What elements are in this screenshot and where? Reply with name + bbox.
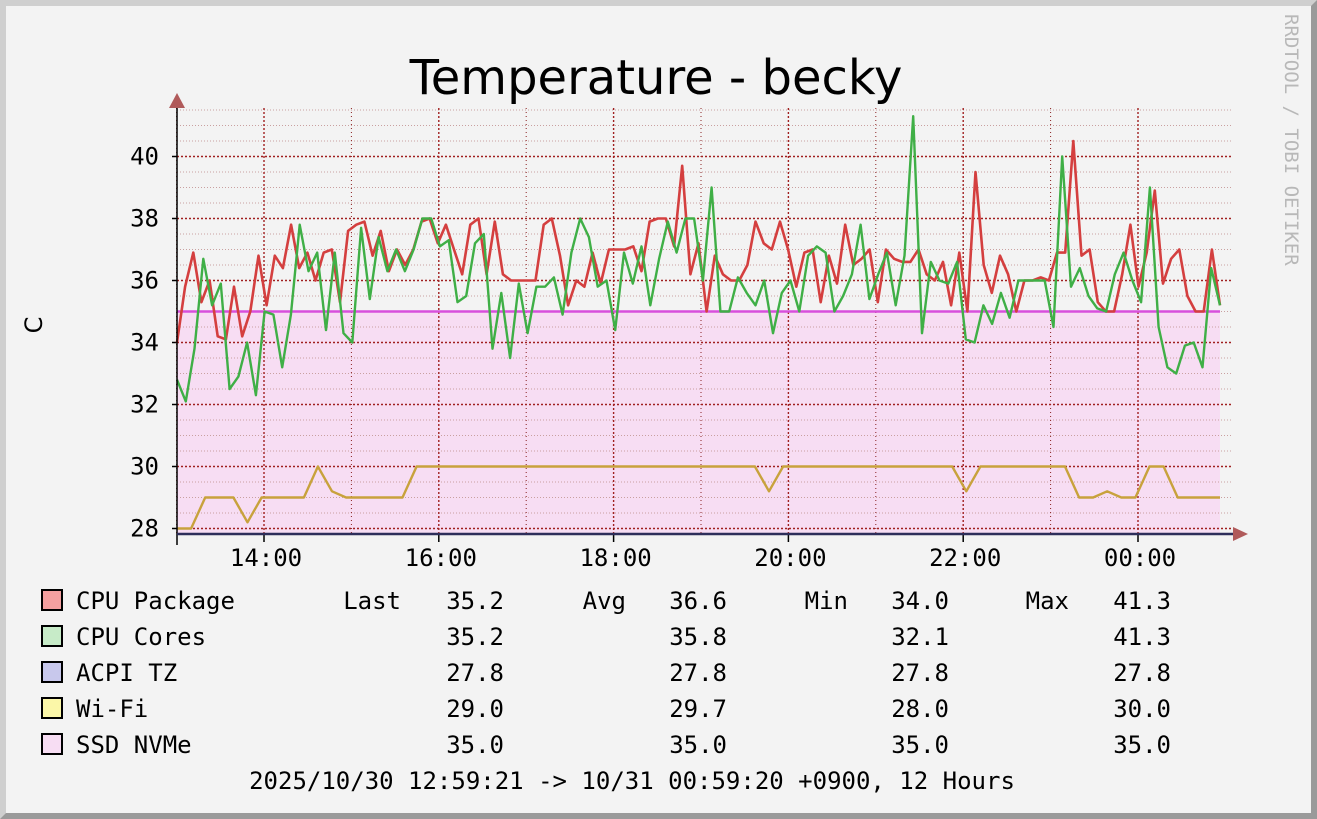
x-tick-label: 18:00 [579, 544, 651, 572]
y-tick-label: 28 [130, 515, 159, 543]
y-axis-label: C [20, 317, 48, 334]
x-tick-label: 00:00 [1104, 544, 1176, 572]
ssd-nvme-area [177, 311, 1220, 534]
acpi-tz-last: 27.8 [446, 659, 504, 687]
wi-fi-avg: 29.7 [669, 695, 727, 723]
y-tick-label: 36 [130, 267, 159, 295]
wi-fi-last: 29.0 [446, 695, 504, 723]
cpu-cores-last: 35.2 [446, 623, 504, 651]
chart-title: Temperature - becky [409, 50, 903, 106]
cpu-package-avg: 36.6 [669, 587, 727, 615]
y-tick-label: 30 [130, 453, 159, 481]
ssd-nvme-min: 35.0 [891, 731, 949, 759]
cpu-package-legend-name: CPU Package [76, 587, 235, 615]
wi-fi-swatch [41, 697, 63, 719]
wifi-line [177, 465, 1220, 530]
acpi-tz-swatch [41, 661, 63, 683]
legend: CPU Package Last Avg Min Max 35.2 36.6 34.0 41.3… [41, 587, 1171, 759]
legend-header-min: Min [805, 587, 848, 615]
ssd-nvme-last: 35.0 [446, 731, 504, 759]
cpu-cores-legend-name: CPU Cores [76, 623, 206, 651]
wi-fi-legend-name: Wi-Fi [76, 695, 148, 723]
cpu-package-last: 35.2 [446, 587, 504, 615]
chart-footer: 2025/10/30 12:59:21 -> 10/31 00:59:20 +0… [249, 767, 1015, 795]
ssd-nvme-avg: 35.0 [669, 731, 727, 759]
cpu-cores-avg: 35.8 [669, 623, 727, 651]
cpu-package-min: 34.0 [891, 587, 949, 615]
cpu-cores-swatch [41, 625, 63, 647]
x-tick-label: 14:00 [230, 544, 302, 572]
cpu-cores-max: 41.3 [1113, 623, 1171, 651]
ssd-nvme-max: 35.0 [1113, 731, 1171, 759]
acpi-tz-min: 27.8 [891, 659, 949, 687]
y-tick-label: 32 [130, 391, 159, 419]
legend-header-avg: Avg [583, 587, 626, 615]
y-tick-label: 38 [130, 205, 159, 233]
y-tick-label: 34 [130, 329, 159, 357]
x-tick-label: 16:00 [405, 544, 477, 572]
legend-header-last: Last [343, 587, 401, 615]
cpu-cores-line [175, 114, 1222, 403]
cpu-package-swatch [41, 589, 63, 611]
y-axis-arrow [169, 93, 185, 108]
acpi-tz-avg: 27.8 [669, 659, 727, 687]
legend-header-max: Max [1026, 587, 1069, 615]
x-axis-arrow [1233, 527, 1248, 541]
x-tick-label: 22:00 [929, 544, 1001, 572]
y-tick-label: 40 [130, 143, 159, 171]
cpu-package-max: 41.3 [1113, 587, 1171, 615]
watermark: RRDTOOL / TOBI OETIKER [1280, 14, 1302, 266]
wi-fi-max: 30.0 [1113, 695, 1171, 723]
plot-area: 28 30 32 34 36 38 40 14:00 16:00 18:00 20:00 22:00 0… [130, 93, 1248, 572]
x-tick-label: 20:00 [754, 544, 826, 572]
ssd-nvme-swatch [41, 733, 63, 755]
ssd-nvme-legend-name: SSD NVMe [76, 731, 192, 759]
acpi-tz-legend-name: ACPI TZ [76, 659, 177, 687]
cpu-cores-min: 32.1 [891, 623, 949, 651]
wi-fi-min: 28.0 [891, 695, 949, 723]
acpi-tz-max: 27.8 [1113, 659, 1171, 687]
